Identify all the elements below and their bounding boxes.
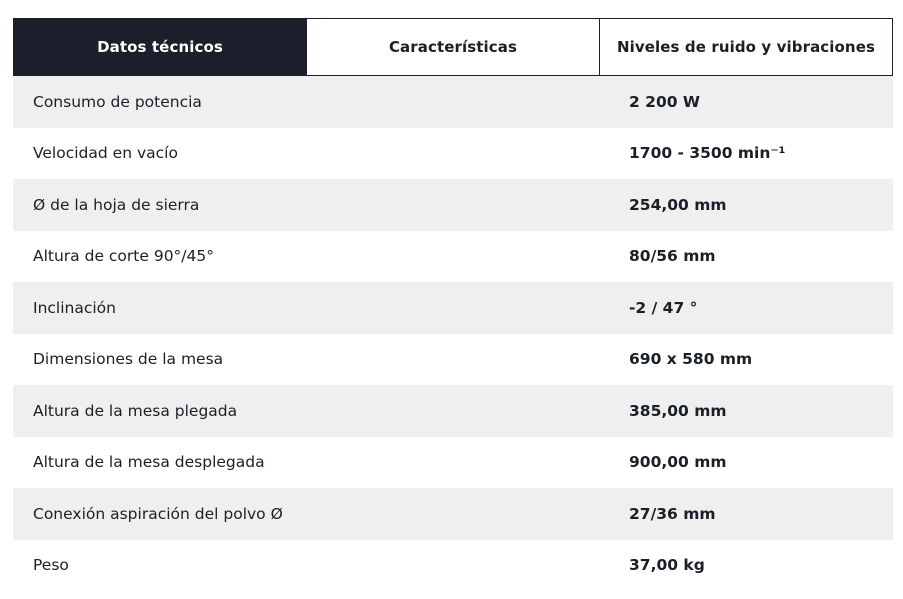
spec-label: Dimensiones de la mesa xyxy=(33,350,224,369)
spec-value: 385,00 mm xyxy=(629,401,727,420)
spec-label: Altura de corte 90°/45° xyxy=(33,247,214,266)
table-row: Altura de corte 90°/45° 80/56 mm xyxy=(13,230,893,282)
spec-value: 80/56 mm xyxy=(629,247,716,266)
spec-value: 900,00 mm xyxy=(629,453,727,472)
spec-value: 254,00 mm xyxy=(629,195,727,214)
table-row: Consumo de potencia 2 200 W xyxy=(13,76,893,128)
spec-value: 2 200 W xyxy=(629,92,701,111)
spec-label: Consumo de potencia xyxy=(33,92,202,111)
spec-label: Inclinación xyxy=(33,298,116,317)
tab-caracteristicas[interactable]: Características xyxy=(307,18,600,76)
spec-label: Altura de la mesa plegada xyxy=(33,401,238,420)
spec-tabs: Datos técnicos Características Niveles d… xyxy=(13,18,893,76)
spec-value: 1700 - 3500 min⁻¹ xyxy=(629,144,786,163)
spec-value: 27/36 mm xyxy=(629,504,716,523)
spec-label: Velocidad en vacío xyxy=(33,144,178,163)
table-row: Ø de la hoja de sierra 254,00 mm xyxy=(13,179,893,231)
technical-data-table: Consumo de potencia 2 200 W Velocidad en… xyxy=(13,76,893,591)
table-row: Altura de la mesa desplegada 900,00 mm xyxy=(13,436,893,488)
spec-value: 37,00 kg xyxy=(629,556,705,575)
table-row: Inclinación -2 / 47 ° xyxy=(13,282,893,334)
spec-label: Ø de la hoja de sierra xyxy=(33,195,200,214)
table-row: Altura de la mesa plegada 385,00 mm xyxy=(13,385,893,437)
tab-niveles-ruido-vibraciones[interactable]: Niveles de ruido y vibraciones xyxy=(600,18,893,76)
table-row: Peso 37,00 kg xyxy=(13,539,893,591)
spec-label: Peso xyxy=(33,556,69,575)
tab-datos-tecnicos[interactable]: Datos técnicos xyxy=(13,18,307,76)
table-row: Velocidad en vacío 1700 - 3500 min⁻¹ xyxy=(13,127,893,179)
spec-value: -2 / 47 ° xyxy=(629,298,698,317)
table-row: Conexión aspiración del polvo Ø 27/36 mm xyxy=(13,488,893,540)
spec-value: 690 x 580 mm xyxy=(629,350,753,369)
table-row: Dimensiones de la mesa 690 x 580 mm xyxy=(13,333,893,385)
spec-label: Conexión aspiración del polvo Ø xyxy=(33,504,283,523)
spec-label: Altura de la mesa desplegada xyxy=(33,453,265,472)
